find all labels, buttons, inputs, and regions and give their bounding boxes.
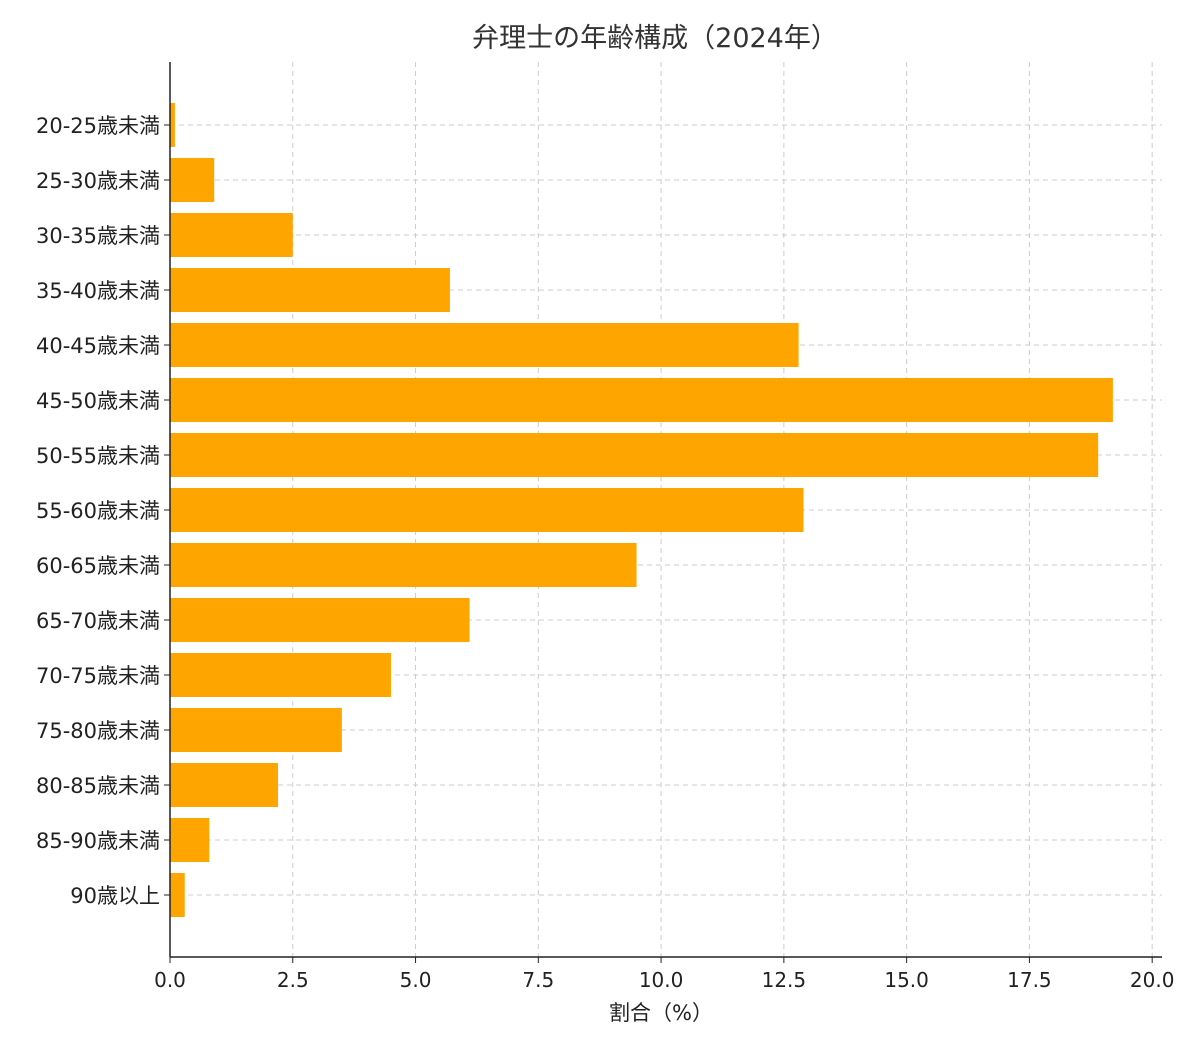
y-tick-label: 85-90歳未満: [36, 829, 160, 853]
chart-title: 弁理士の年齢構成（2024年）: [472, 23, 838, 54]
bar: [170, 818, 210, 862]
bar: [170, 213, 293, 257]
bar: [170, 543, 637, 587]
y-tick-label: 65-70歳未満: [36, 609, 160, 633]
y-tick-label: 90歳以上: [70, 884, 160, 908]
y-tick-label: 35-40歳未満: [36, 279, 160, 303]
bar: [170, 763, 279, 807]
x-tick-label: 7.5: [522, 968, 554, 992]
bar: [170, 378, 1113, 422]
bar: [170, 598, 470, 642]
bar: [170, 323, 799, 367]
y-tick-label: 80-85歳未満: [36, 774, 160, 798]
x-tick-label: 5.0: [400, 968, 432, 992]
x-tick-label: 0.0: [154, 968, 186, 992]
bar: [170, 103, 175, 147]
x-tick-label: 10.0: [639, 968, 684, 992]
x-tick-label: 20.0: [1130, 968, 1175, 992]
x-tick-label: 2.5: [277, 968, 309, 992]
x-tick-label: 17.5: [1007, 968, 1052, 992]
y-tick-label: 60-65歳未満: [36, 554, 160, 578]
bar: [170, 708, 342, 752]
bar: [170, 873, 185, 917]
bar: [170, 158, 215, 202]
x-axis-label: 割合（%）: [609, 1001, 713, 1025]
y-tick-label: 50-55歳未満: [36, 444, 160, 468]
bar: [170, 653, 391, 697]
y-tick-label: 70-75歳未満: [36, 664, 160, 688]
x-tick-label: 15.0: [884, 968, 929, 992]
x-tick-label: 12.5: [762, 968, 807, 992]
y-tick-label: 75-80歳未満: [36, 719, 160, 743]
bar: [170, 488, 804, 532]
y-tick-label: 20-25歳未満: [36, 114, 160, 138]
y-tick-label: 45-50歳未満: [36, 389, 160, 413]
y-tick-label: 55-60歳未満: [36, 499, 160, 523]
y-tick-label: 25-30歳未満: [36, 169, 160, 193]
y-tick-label: 40-45歳未満: [36, 334, 160, 358]
bar: [170, 433, 1099, 477]
y-tick-label: 30-35歳未満: [36, 224, 160, 248]
bar: [170, 268, 450, 312]
